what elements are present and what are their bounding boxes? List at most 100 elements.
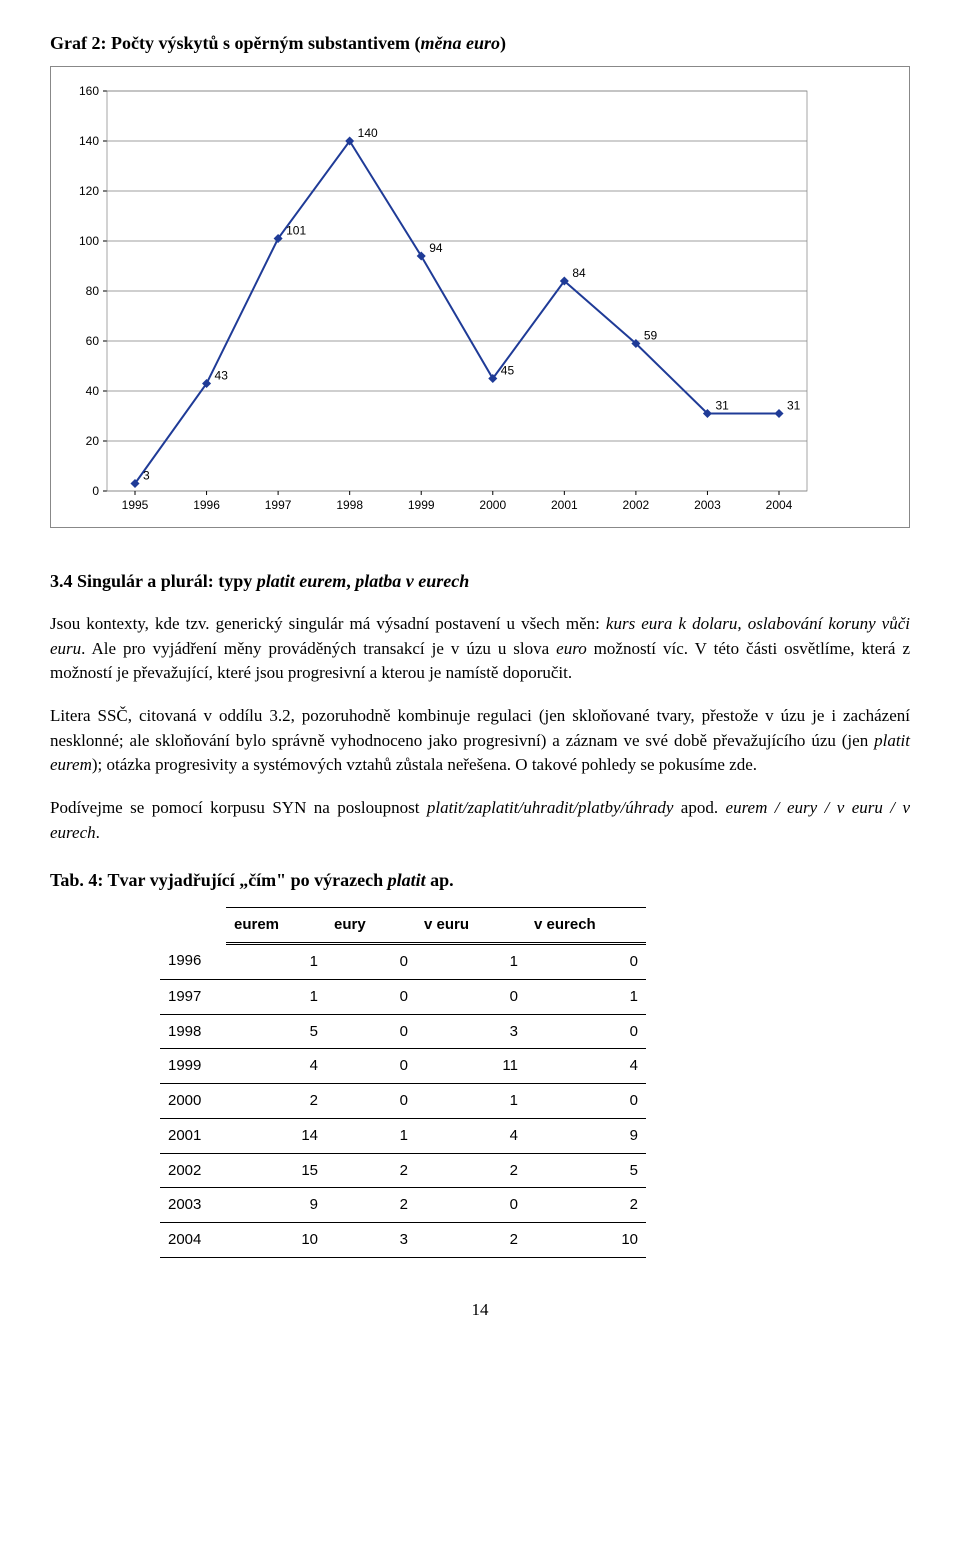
data-table: eurem eury v euru v eurech 1996101019971… bbox=[160, 907, 646, 1258]
table-title-suffix: ap. bbox=[426, 870, 454, 890]
table-cell: 15 bbox=[226, 1153, 326, 1188]
p1-i2: euro bbox=[556, 639, 587, 658]
line-chart: 0204060801001201401601995199619971998199… bbox=[61, 77, 831, 517]
svg-text:1995: 1995 bbox=[122, 498, 149, 512]
table-row: 199940114 bbox=[160, 1049, 646, 1084]
table-header-veuru: v euru bbox=[416, 908, 526, 944]
table-cell-year: 1996 bbox=[160, 944, 226, 980]
svg-text:94: 94 bbox=[429, 241, 443, 255]
svg-text:45: 45 bbox=[501, 364, 515, 378]
svg-text:0: 0 bbox=[92, 484, 99, 498]
table-row: 19985030 bbox=[160, 1014, 646, 1049]
table-cell-year: 2004 bbox=[160, 1223, 226, 1258]
svg-text:2000: 2000 bbox=[479, 498, 506, 512]
chart-title-prefix: Graf 2: Počty výskytů s opěrným substant… bbox=[50, 33, 421, 53]
paragraph-1: Jsou kontexty, kde tzv. generický singul… bbox=[50, 612, 910, 686]
table-cell: 10 bbox=[526, 1223, 646, 1258]
table-cell-year: 1999 bbox=[160, 1049, 226, 1084]
table-cell-year: 2001 bbox=[160, 1118, 226, 1153]
page-number: 14 bbox=[50, 1298, 910, 1323]
table-row: 200215225 bbox=[160, 1153, 646, 1188]
table-cell: 3 bbox=[416, 1014, 526, 1049]
table-header-eurem: eurem bbox=[226, 908, 326, 944]
table-cell: 2 bbox=[416, 1153, 526, 1188]
svg-text:2003: 2003 bbox=[694, 498, 721, 512]
section-heading: 3.4 Singulár a plurál: typy platit eurem… bbox=[50, 568, 910, 594]
p1-b: . Ale pro vyjádření měny prováděných tra… bbox=[81, 639, 556, 658]
table-cell: 0 bbox=[416, 979, 526, 1014]
table-cell: 14 bbox=[226, 1118, 326, 1153]
table-header-eury: eury bbox=[326, 908, 416, 944]
table-cell: 3 bbox=[326, 1223, 416, 1258]
table-cell: 4 bbox=[526, 1049, 646, 1084]
table-cell: 0 bbox=[326, 1084, 416, 1119]
table-cell: 2 bbox=[326, 1188, 416, 1223]
table-cell: 0 bbox=[326, 1014, 416, 1049]
table-row: 19971001 bbox=[160, 979, 646, 1014]
p3-a: Podívejme se pomocí korpusu SYN na poslo… bbox=[50, 798, 427, 817]
svg-text:43: 43 bbox=[215, 369, 229, 383]
svg-text:120: 120 bbox=[79, 184, 99, 198]
p3-b: apod. bbox=[673, 798, 725, 817]
chart-title: Graf 2: Počty výskytů s opěrným substant… bbox=[50, 30, 910, 56]
table-cell: 0 bbox=[526, 944, 646, 980]
table-row: 2004103210 bbox=[160, 1223, 646, 1258]
heading-mid: , bbox=[346, 571, 355, 591]
chart-title-suffix: ) bbox=[500, 33, 506, 53]
table-row: 20039202 bbox=[160, 1188, 646, 1223]
table-cell: 2 bbox=[226, 1084, 326, 1119]
table-title-italic: platit bbox=[388, 870, 426, 890]
chart-title-italic: měna euro bbox=[421, 33, 501, 53]
p3-c: . bbox=[96, 823, 100, 842]
heading-italic-1: platit eurem bbox=[257, 571, 347, 591]
table-cell: 4 bbox=[416, 1118, 526, 1153]
table-cell: 1 bbox=[416, 1084, 526, 1119]
paragraph-2: Litera SSČ, citovaná v oddílu 3.2, pozor… bbox=[50, 704, 910, 778]
svg-text:160: 160 bbox=[79, 84, 99, 98]
table-row: 19961010 bbox=[160, 944, 646, 980]
heading-italic-2: platba v eurech bbox=[355, 571, 469, 591]
table-cell: 0 bbox=[526, 1014, 646, 1049]
table-cell-year: 1998 bbox=[160, 1014, 226, 1049]
svg-text:84: 84 bbox=[572, 266, 586, 280]
svg-text:2001: 2001 bbox=[551, 498, 578, 512]
table-cell: 4 bbox=[226, 1049, 326, 1084]
p3-i1: platit/zaplatit/uhradit/platby/úhrady bbox=[427, 798, 674, 817]
table-cell: 1 bbox=[326, 1118, 416, 1153]
table-cell: 10 bbox=[226, 1223, 326, 1258]
table-row: 200114149 bbox=[160, 1118, 646, 1153]
table-cell: 5 bbox=[226, 1014, 326, 1049]
svg-text:1997: 1997 bbox=[265, 498, 292, 512]
table-row: 20002010 bbox=[160, 1084, 646, 1119]
svg-text:31: 31 bbox=[715, 399, 729, 413]
table-cell: 9 bbox=[226, 1188, 326, 1223]
svg-text:20: 20 bbox=[86, 434, 100, 448]
svg-text:2002: 2002 bbox=[623, 498, 650, 512]
table-title-prefix: Tab. 4: Tvar vyjadřující „čím" po výraze… bbox=[50, 870, 388, 890]
table-cell-year: 1997 bbox=[160, 979, 226, 1014]
paragraph-3: Podívejme se pomocí korpusu SYN na poslo… bbox=[50, 796, 910, 845]
svg-text:1999: 1999 bbox=[408, 498, 435, 512]
table-header-blank bbox=[160, 908, 226, 944]
table-cell: 2 bbox=[416, 1223, 526, 1258]
table-cell-year: 2003 bbox=[160, 1188, 226, 1223]
svg-text:2004: 2004 bbox=[766, 498, 793, 512]
table-cell: 1 bbox=[526, 979, 646, 1014]
table-cell: 0 bbox=[416, 1188, 526, 1223]
svg-text:1998: 1998 bbox=[336, 498, 363, 512]
svg-text:31: 31 bbox=[787, 399, 801, 413]
svg-text:60: 60 bbox=[86, 334, 100, 348]
svg-text:100: 100 bbox=[79, 234, 99, 248]
table-cell: 2 bbox=[326, 1153, 416, 1188]
table-cell: 0 bbox=[326, 944, 416, 980]
table-cell: 0 bbox=[526, 1084, 646, 1119]
table-cell: 9 bbox=[526, 1118, 646, 1153]
svg-text:1996: 1996 bbox=[193, 498, 220, 512]
chart-container: 0204060801001201401601995199619971998199… bbox=[50, 66, 910, 528]
table-cell: 1 bbox=[416, 944, 526, 980]
svg-text:80: 80 bbox=[86, 284, 100, 298]
table-cell: 11 bbox=[416, 1049, 526, 1084]
table-cell: 2 bbox=[526, 1188, 646, 1223]
p2-b: ); otázka progresivity a systémových vzt… bbox=[92, 755, 757, 774]
table-header-row: eurem eury v euru v eurech bbox=[160, 908, 646, 944]
